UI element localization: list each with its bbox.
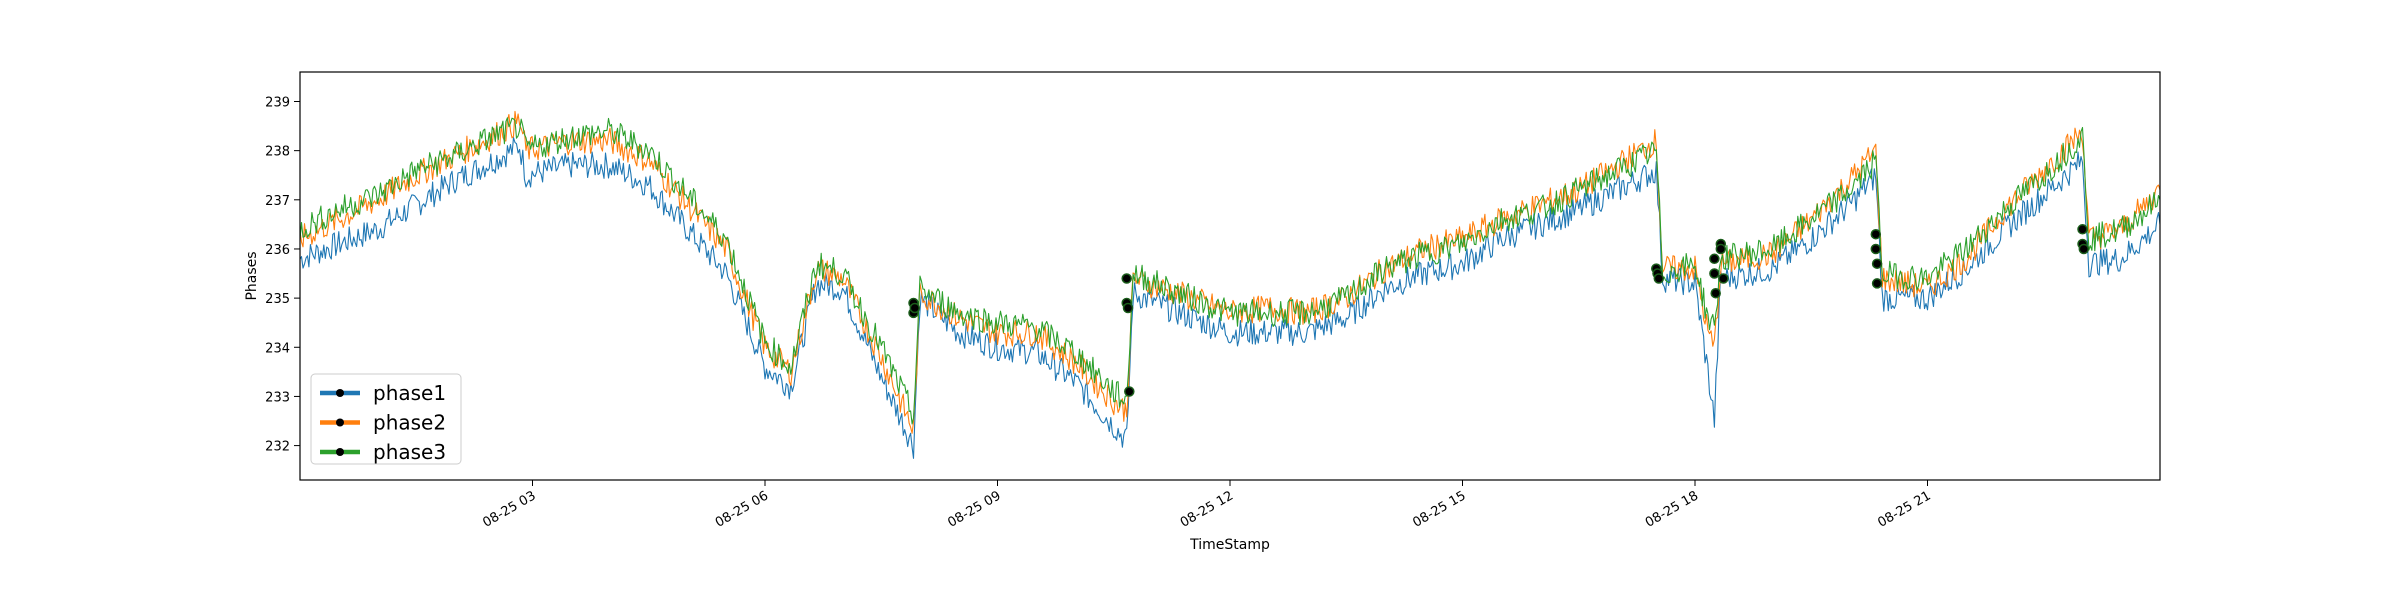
x-tick-label: 08-25 21 [1875,488,1933,530]
x-tick-label: 08-25 09 [945,488,1003,530]
x-tick-label: 08-25 12 [1178,488,1236,530]
y-tick-label: 238 [265,145,290,160]
series-layer [300,110,2160,459]
x-tick-label: 08-25 03 [480,488,538,530]
highlight-marker-layer [908,224,2090,397]
y-tick-label: 234 [265,341,290,356]
legend-label-phase3: phase3 [373,440,446,464]
legend: phase1 phase2 phase3 [310,373,462,465]
x-axis: 08-25 03 08-25 06 08-25 09 08-25 12 08-25 15… [480,480,1934,531]
legend-marker-icon [336,448,344,456]
x-tick-label: 08-25 06 [713,488,771,530]
highlight-marker [1121,273,1132,284]
highlight-marker [2077,224,2088,235]
highlight-marker [1122,302,1134,314]
highlight-marker [1715,243,1727,255]
legend-label-phase1: phase1 [373,381,446,405]
highlight-marker [1709,268,1720,279]
y-tick-label: 233 [265,390,290,405]
highlight-marker [1871,258,1883,269]
y-tick-label: 237 [265,194,290,209]
legend-label-phase2: phase2 [373,411,446,435]
highlight-marker [1871,278,1883,289]
y-tick-label: 236 [265,243,290,258]
legend-marker-icon [336,389,344,397]
highlight-marker [909,302,921,314]
highlight-marker [1710,287,1721,299]
highlight-marker [1124,386,1135,397]
y-tick-label: 235 [265,292,290,307]
highlight-marker [1653,273,1665,284]
series-line-phase3 [300,117,2160,425]
x-tick-label: 08-25 15 [1410,488,1468,530]
series-line-phase2 [300,110,2160,434]
highlight-marker [1870,243,1882,255]
highlight-marker [1709,253,1720,265]
legend-box [310,373,462,465]
legend-marker-icon [336,418,344,427]
y-axis: 232 233 234 235 236 237 238 239 [265,95,300,455]
y-tick-label: 232 [265,440,290,455]
highlight-marker [1870,228,1882,240]
x-tick-label: 08-25 18 [1643,488,1701,530]
highlight-marker [1718,273,1729,284]
y-tick-label: 239 [265,95,290,110]
y-axis-label: Phases [244,251,260,300]
highlight-marker [2078,243,2090,255]
x-axis-label: TimeStamp [1189,537,1270,553]
series-line-phase1 [300,137,2160,459]
